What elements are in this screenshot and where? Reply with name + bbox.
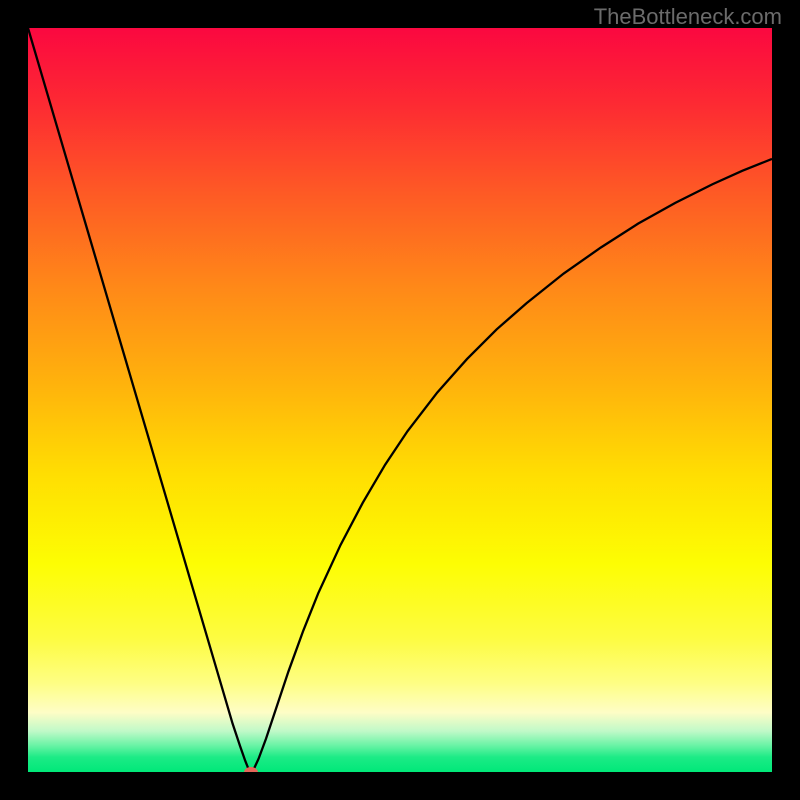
watermark-text: TheBottleneck.com — [594, 4, 782, 30]
curve-path — [28, 28, 772, 772]
plot-area — [28, 28, 772, 772]
bottleneck-curve — [28, 28, 772, 772]
